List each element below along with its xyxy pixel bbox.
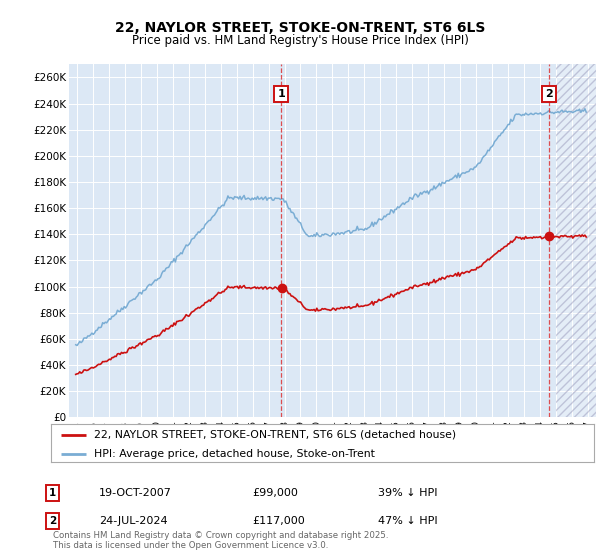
Text: 22, NAYLOR STREET, STOKE-ON-TRENT, ST6 6LS (detached house): 22, NAYLOR STREET, STOKE-ON-TRENT, ST6 6… <box>94 430 457 440</box>
Text: 2: 2 <box>49 516 56 526</box>
Text: £117,000: £117,000 <box>252 516 305 526</box>
Text: HPI: Average price, detached house, Stoke-on-Trent: HPI: Average price, detached house, Stok… <box>94 449 376 459</box>
Text: Price paid vs. HM Land Registry's House Price Index (HPI): Price paid vs. HM Land Registry's House … <box>131 34 469 46</box>
Text: 22, NAYLOR STREET, STOKE-ON-TRENT, ST6 6LS: 22, NAYLOR STREET, STOKE-ON-TRENT, ST6 6… <box>115 21 485 35</box>
Text: 24-JUL-2024: 24-JUL-2024 <box>99 516 167 526</box>
Text: 19-OCT-2007: 19-OCT-2007 <box>99 488 172 498</box>
Text: 1: 1 <box>49 488 56 498</box>
Text: 39% ↓ HPI: 39% ↓ HPI <box>378 488 437 498</box>
Polygon shape <box>556 64 596 417</box>
Text: Contains HM Land Registry data © Crown copyright and database right 2025.
This d: Contains HM Land Registry data © Crown c… <box>53 530 388 550</box>
Text: £99,000: £99,000 <box>252 488 298 498</box>
Text: 1: 1 <box>277 90 285 99</box>
Text: 47% ↓ HPI: 47% ↓ HPI <box>378 516 437 526</box>
Text: 2: 2 <box>545 90 553 99</box>
